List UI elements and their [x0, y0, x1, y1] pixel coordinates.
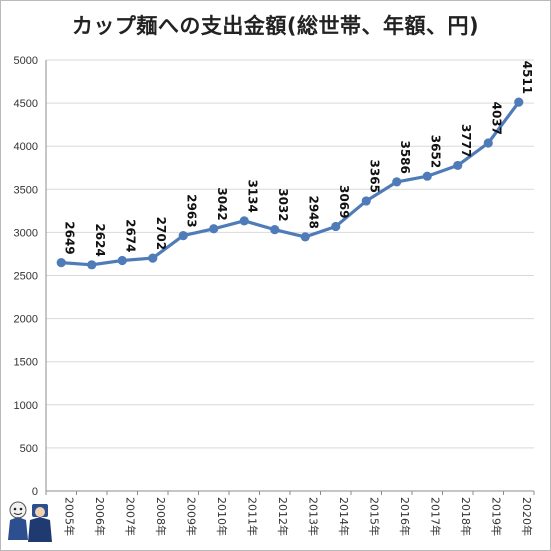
data-point-2007年: [117, 255, 127, 266]
x-tick-2020年: 2020年: [520, 497, 534, 536]
x-tick-2006年: 2006年: [93, 497, 107, 536]
y-tick-2000: 2000: [14, 314, 38, 326]
y-tick-4000: 4000: [14, 141, 38, 153]
data-label-2019年: 4037: [489, 102, 503, 135]
y-tick-0: 0: [32, 486, 38, 498]
data-point-2018年: [453, 160, 463, 171]
y-tick-1500: 1500: [14, 357, 38, 369]
data-label-2011年: 3134: [245, 179, 259, 212]
data-label-2013年: 2948: [306, 195, 320, 228]
y-tick-3000: 3000: [14, 227, 38, 239]
series-line-0: [61, 101, 521, 267]
data-point-2012年: [270, 225, 280, 235]
data-label-2020年: 4511: [520, 61, 534, 94]
x-tick-2014年: 2014年: [337, 497, 351, 536]
data-point-2015年: [361, 196, 371, 206]
data-point-2011年: [239, 216, 249, 226]
y-tick-1000: 1000: [14, 400, 38, 412]
data-point-2020年: [514, 97, 524, 107]
x-tick-2008年: 2008年: [154, 497, 168, 536]
data-point-2006年: [87, 260, 97, 270]
gridlines: [46, 59, 534, 449]
data-label-2017年: 3652: [428, 135, 442, 168]
data-labels: 2649 2624 2674 2702 2963 3042 3134 3032 2948 3069…: [62, 61, 534, 257]
y-tick-5000: 5000: [14, 55, 38, 67]
chart-title: カップ麺への支出金額(総世帯、年額、円): [71, 14, 480, 38]
data-label-2012年: 3032: [276, 188, 290, 221]
y-tick-4500: 4500: [14, 98, 38, 110]
data-point-2013年: [300, 232, 310, 242]
x-tick-2009年: 2009年: [184, 497, 198, 536]
axes: [45, 60, 535, 495]
x-tick-2013年: 2013年: [306, 497, 320, 536]
x-tick-2015年: 2015年: [367, 497, 381, 536]
mascot-logo: [8, 501, 52, 542]
y-tick-500: 500: [20, 443, 38, 455]
data-label-2006年: 2624: [93, 223, 107, 256]
y-tick-labels: 0 500 1000 1500 2000 2500 3000 3500 4000 4500 5000: [14, 55, 38, 498]
data-label-2005年: 2649: [62, 221, 76, 254]
x-tick-2017年: 2017年: [428, 497, 442, 536]
data-label-2010年: 3042: [215, 187, 229, 220]
x-tick-2005年: 2005年: [62, 497, 76, 536]
data-point-2009年: [178, 230, 188, 241]
data-label-2018年: 3777: [459, 124, 473, 157]
data-point-2005年: [56, 258, 66, 268]
x-tick-labels: 2005年 2006年 2007年 2008年 2009年 2010年 2011年 2012年…: [62, 497, 534, 536]
data-point-2014年: [331, 221, 341, 232]
data-label-2007年: 2674: [123, 219, 137, 252]
x-tick-2007年: 2007年: [123, 497, 137, 536]
data-point-2010年: [209, 224, 219, 234]
data-label-2015年: 3365: [367, 160, 381, 193]
data-label-2014年: 3069: [337, 185, 351, 218]
series: [56, 97, 524, 270]
y-tick-3500: 3500: [14, 184, 38, 196]
x-tick-2019年: 2019年: [489, 497, 503, 536]
data-point-2016年: [392, 177, 402, 187]
data-point-2019年: [483, 138, 493, 148]
x-tick-2016年: 2016年: [398, 497, 412, 536]
data-label-2009年: 2963: [184, 194, 198, 227]
x-tick-2010年: 2010年: [215, 497, 229, 536]
x-tick-2012年: 2012年: [276, 497, 290, 536]
x-tick-2011年: 2011年: [245, 497, 259, 536]
data-label-2008年: 2702: [154, 217, 168, 250]
y-tick-2500: 2500: [14, 271, 38, 283]
data-point-2008年: [148, 253, 158, 263]
data-point-2017年: [422, 171, 432, 181]
x-tick-2018年: 2018年: [459, 497, 473, 536]
data-label-2016年: 3586: [398, 140, 412, 173]
